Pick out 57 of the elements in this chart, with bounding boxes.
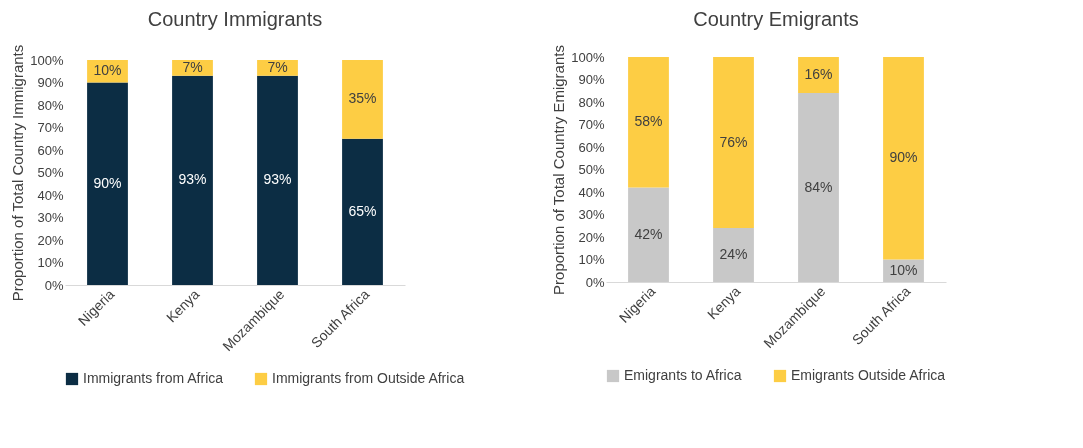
y-tick-label: 60%	[578, 139, 605, 155]
y-tick-label: 70%	[37, 120, 64, 135]
bar	[713, 228, 754, 282]
y-tick-label: 80%	[37, 97, 64, 113]
legend-label: Immigrants from Outside Africa	[272, 370, 465, 386]
data-label: 90%	[93, 174, 122, 191]
chart-title: Country Immigrants	[147, 8, 323, 31]
bar	[172, 75, 213, 285]
data-label: 16%	[804, 66, 833, 82]
bar	[342, 138, 383, 285]
bar	[798, 93, 839, 282]
bar	[628, 187, 669, 282]
bar	[713, 57, 754, 228]
y-tick-label: 100%	[30, 52, 64, 68]
data-label: 24%	[719, 246, 748, 262]
y-tick-label: 100%	[571, 49, 605, 65]
legend-label: Immigrants from Africa	[83, 370, 224, 386]
data-label: 35%	[348, 90, 377, 107]
bar	[342, 60, 383, 139]
data-label: 65%	[348, 202, 377, 219]
data-label: 90%	[889, 149, 918, 166]
y-tick-label: 30%	[37, 210, 64, 225]
y-tick-label: 10%	[578, 252, 605, 267]
legend-label: Emigrants Outside Africa	[791, 367, 946, 383]
data-label: 7%	[182, 58, 203, 75]
data-label: 93%	[178, 171, 207, 188]
y-tick-label: 20%	[37, 232, 64, 248]
chart-title: Country Emigrants	[693, 8, 859, 31]
bar	[628, 57, 669, 188]
y-tick-label: 50%	[37, 165, 64, 180]
y-tick-label: 50%	[578, 162, 605, 177]
y-axis-title: Proportion of Total Country Immigrants	[9, 44, 27, 302]
data-label: 42%	[634, 225, 663, 242]
data-label: 10%	[889, 261, 918, 278]
y-tick-label: 90%	[578, 72, 605, 87]
data-label: 84%	[804, 178, 833, 195]
y-tick-label: 80%	[578, 94, 605, 110]
y-axis-title: Proportion of Total Country Emigrants	[550, 45, 568, 295]
data-label: 10%	[93, 62, 122, 79]
y-tick-label: 30%	[578, 207, 605, 222]
y-tick-label: 70%	[578, 117, 605, 132]
y-tick-label: 20%	[578, 229, 605, 245]
data-label: 58%	[634, 113, 663, 130]
bar	[87, 82, 128, 285]
bar	[883, 57, 924, 260]
bar	[257, 75, 298, 285]
y-tick-label: 10%	[37, 255, 64, 270]
legend-label: Emigrants to Africa	[624, 367, 742, 383]
y-tick-label: 60%	[37, 142, 64, 158]
y-tick-label: 90%	[37, 75, 64, 90]
data-label: 93%	[263, 171, 292, 188]
data-label: 76%	[719, 133, 748, 150]
data-label: 7%	[267, 58, 288, 75]
y-tick-label: 40%	[578, 184, 605, 200]
y-tick-label: 0%	[585, 274, 605, 290]
y-tick-label: 0%	[44, 277, 64, 293]
y-tick-label: 40%	[37, 187, 64, 203]
